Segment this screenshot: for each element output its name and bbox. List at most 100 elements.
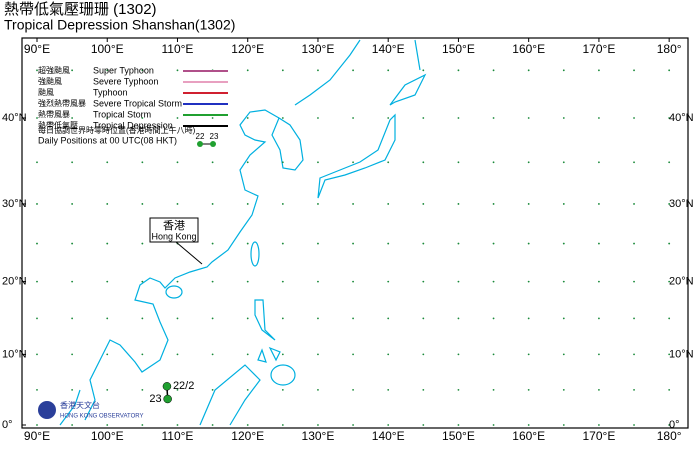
graticule-dot: [598, 388, 600, 391]
graticule-dot: [246, 117, 249, 119]
graticule-dot: [211, 280, 214, 283]
graticule-dot: [457, 353, 460, 356]
graticule-dot: [211, 388, 214, 391]
graticule-dot: [633, 69, 635, 72]
graticule-dot: [36, 69, 38, 72]
legend-en: Severe Typhoon: [93, 76, 158, 86]
graticule-dot: [141, 242, 144, 245]
graticule-dot: [36, 424, 38, 426]
lon-label-bottom: 90°E: [24, 429, 50, 443]
graticule-dot: [211, 161, 214, 164]
graticule-dot: [246, 353, 249, 356]
graticule-dot: [492, 353, 495, 356]
graticule-dot: [387, 242, 390, 245]
lat-label-right: 40°N: [669, 112, 694, 124]
graticule-dot: [633, 117, 635, 119]
graticule-dot: [176, 424, 179, 426]
title-zh: 熱帶低氣壓珊珊 (1302): [4, 1, 157, 18]
graticule-dot: [281, 161, 284, 164]
graticule-dot: [668, 280, 671, 283]
legend-en: Super Typhoon: [93, 65, 154, 75]
lat-label-left: 40°N: [2, 112, 27, 124]
graticule-dot: [211, 117, 214, 119]
legend-rows: 超強颱風 Super Typhoon 強颱風 Severe Typhoon 颱風 Typh…: [38, 65, 228, 130]
lon-label-top: 110°E: [162, 42, 194, 56]
graticule-dot: [176, 317, 179, 320]
graticule-dot: [492, 117, 495, 119]
graticule-dot: [246, 424, 249, 426]
graticule-dot: [141, 353, 144, 356]
graticule-dot: [387, 117, 390, 119]
graticule-dot: [106, 424, 109, 426]
graticule-dot: [106, 317, 109, 320]
graticule-dot: [527, 203, 530, 205]
graticule-dot: [527, 353, 530, 356]
graticule-dot: [71, 242, 74, 245]
graticule-dot: [281, 353, 284, 356]
hong-kong-zh: 香港: [163, 219, 185, 232]
track-label: 22/2: [173, 380, 194, 392]
graticule-dot: [527, 424, 530, 426]
graticule-dot: [598, 280, 600, 283]
graticule-dot: [246, 242, 249, 245]
graticule-dot: [492, 280, 495, 283]
graticule-dot: [211, 353, 214, 356]
title-en: Tropical Depression Shanshan(1302): [4, 17, 235, 33]
graticule-dot: [527, 242, 530, 245]
logo-en: HONG KONG OBSERVATORY: [60, 414, 143, 420]
graticule-dot: [352, 242, 354, 245]
graticule-dot: [562, 424, 565, 426]
lon-label-top: 120°E: [231, 42, 264, 56]
graticule-dot: [281, 242, 284, 245]
graticule-dot: [562, 317, 565, 320]
graticule-dot: [246, 317, 249, 320]
lon-label-bottom: 100°E: [91, 429, 124, 443]
lon-label-top: 140°E: [372, 42, 405, 56]
graticule-dot: [281, 280, 284, 283]
graticule-dot: [422, 203, 425, 205]
legend-zh: 超強颱風: [38, 65, 70, 75]
graticule-dot: [36, 242, 38, 245]
graticule-dot: [352, 69, 354, 72]
graticule-dot: [106, 242, 109, 245]
legend-sample-label: 23: [210, 132, 219, 141]
graticule-dot: [598, 353, 600, 356]
graticule-dot: [141, 424, 144, 426]
graticule-dot: [317, 388, 319, 391]
graticule-dot: [246, 388, 249, 391]
lon-label-bottom: 150°E: [442, 429, 475, 443]
logo: 香港天文台 HONG KONG OBSERVATORY: [38, 400, 143, 420]
graticule-dot: [387, 424, 390, 426]
legend: 超強颱風 Super Typhoon 強颱風 Severe Typhoon 颱風 Typh…: [38, 65, 228, 147]
graticule-dot: [317, 353, 319, 356]
lon-label-top: 90°E: [24, 42, 50, 56]
legend-sample-dot: [197, 141, 203, 147]
track-point: [162, 382, 172, 391]
legend-zh: 熱帶風暴: [38, 109, 70, 119]
graticule-dot: [598, 424, 600, 426]
graticule-dot: [106, 203, 109, 205]
graticule-dot: [281, 424, 284, 426]
graticule-dot: [387, 69, 390, 72]
graticule-dot: [71, 117, 74, 119]
graticule-dot: [141, 69, 144, 72]
graticule-dot: [141, 280, 144, 283]
graticule-dot: [598, 69, 600, 72]
graticule-dot: [317, 161, 319, 164]
axis-labels: 90°E 90°E 100°E 100°E 110°E 110°E 120°E 120°E 13…: [2, 38, 694, 443]
graticule-dot: [71, 203, 74, 205]
graticule-dot: [352, 203, 354, 205]
graticule-dot: [387, 317, 390, 320]
graticule-dot: [668, 161, 671, 164]
graticule-dot: [562, 242, 565, 245]
graticule-dot: [492, 161, 495, 164]
graticule-dot: [281, 69, 284, 72]
graticule-dot: [246, 69, 249, 72]
graticule-dot: [317, 424, 319, 426]
graticule-dot: [422, 69, 425, 72]
lon-label-top: 170°E: [583, 42, 616, 56]
lon-label-top: 100°E: [91, 42, 124, 56]
graticule-dot: [492, 69, 495, 72]
hong-kong-label: 香港 Hong Kong: [149, 217, 203, 265]
graticule-dot: [457, 69, 460, 72]
